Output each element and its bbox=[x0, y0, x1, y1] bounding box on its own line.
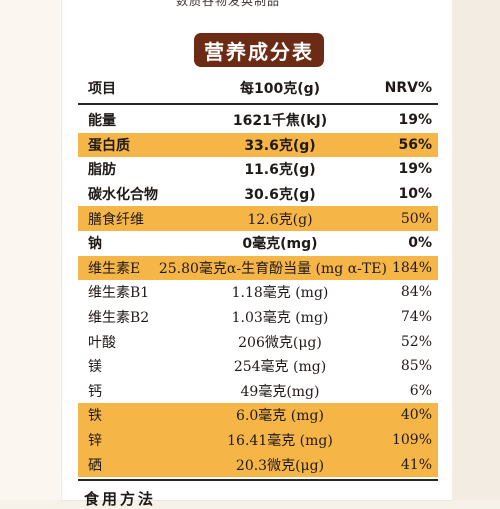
right-margin-background bbox=[452, 0, 500, 500]
nutrient-name: 维生素E bbox=[88, 260, 141, 277]
nutrient-name: 蛋白质 bbox=[88, 137, 130, 154]
nutrient-nrv: 85% bbox=[400, 358, 432, 375]
nutrient-name: 钠 bbox=[88, 236, 102, 253]
nutrient-name: 脂肪 bbox=[88, 162, 116, 179]
table-row: 叶酸 206微克(μg) 52% bbox=[78, 329, 438, 354]
nutrient-value: 33.6克(g) bbox=[244, 137, 316, 154]
table-row: 锌 16.41毫克 (mg) 109% bbox=[78, 427, 438, 453]
nutrient-name: 能量 bbox=[88, 113, 116, 130]
nutrient-name: 钙 bbox=[88, 383, 102, 400]
nutrient-value: 1.03毫克 (mg) bbox=[231, 310, 329, 327]
nutrient-nrv: 40% bbox=[400, 407, 432, 424]
left-margin-background bbox=[0, 0, 62, 500]
table-row: 镁 254毫克 (mg) 85% bbox=[78, 354, 438, 379]
nutrient-nrv: 6% bbox=[409, 382, 432, 399]
nutrition-table-title: 营养成分表 bbox=[194, 33, 324, 67]
header-per100g: 每100克(g) bbox=[239, 81, 321, 97]
cut-off-section-heading: 食用方法 bbox=[84, 490, 157, 508]
nutrition-table: 能量 1621千焦(kJ) 19% 蛋白质 33.6克(g) 56% 脂肪 11.6克(g) 1… bbox=[78, 108, 438, 477]
nutrient-name: 维生素B1 bbox=[88, 285, 150, 302]
nutrient-value: 49毫克(mg) bbox=[240, 383, 320, 400]
nutrient-value: 20.3微克(μg) bbox=[235, 457, 325, 474]
table-row: 膳食纤维 12.6克(g) 50% bbox=[78, 206, 438, 231]
table-row: 钠 0毫克(mg) 0% bbox=[78, 231, 438, 256]
nutrient-name: 铁 bbox=[88, 408, 102, 425]
nutrient-name: 叶酸 bbox=[88, 334, 116, 351]
nutrient-value: 30.6克(g) bbox=[244, 187, 316, 204]
table-row: 碳水化合物 30.6克(g) 10% bbox=[78, 182, 438, 207]
nutrient-nrv: 10% bbox=[398, 186, 432, 203]
nutrient-value: 254毫克 (mg) bbox=[233, 359, 327, 376]
nutrient-value: 16.41毫克 (mg) bbox=[227, 433, 333, 450]
nutrient-nrv: 50% bbox=[400, 210, 432, 227]
table-row: 维生素B2 1.03毫克 (mg) 74% bbox=[78, 305, 438, 330]
nutrient-value: 6.0毫克 (mg) bbox=[236, 408, 324, 425]
nutrient-name: 膳食纤维 bbox=[88, 211, 144, 228]
nutrient-value: 206微克(μg) bbox=[238, 334, 322, 351]
nutrient-nrv: 19% bbox=[398, 161, 432, 178]
nutrient-name: 镁 bbox=[88, 359, 102, 376]
table-row: 脂肪 11.6克(g) 19% bbox=[78, 157, 438, 182]
nutrient-nrv: 109% bbox=[391, 432, 432, 449]
table-row: 硒 20.3微克(μg) 41% bbox=[78, 452, 438, 477]
header-nrv: NRV% bbox=[384, 80, 432, 96]
nutrient-nrv: 19% bbox=[398, 112, 432, 129]
nutrient-nrv: 0% bbox=[408, 235, 432, 252]
header-item: 项目 bbox=[88, 81, 116, 97]
table-row: 能量 1621千焦(kJ) 19% bbox=[78, 108, 438, 133]
table-row: 钙 49毫克(mg) 6% bbox=[78, 379, 438, 404]
nutrient-value: 25.80毫克α-生育酚当量 (mg α-TE) bbox=[158, 260, 387, 277]
nutrient-nrv: 184% bbox=[391, 259, 432, 276]
nutrient-nrv: 84% bbox=[400, 284, 432, 301]
nutrient-name: 碳水化合物 bbox=[88, 187, 158, 204]
cut-off-subtitle: 数质谷物发奂制品 bbox=[175, 0, 280, 8]
nutrient-nrv: 52% bbox=[400, 333, 432, 350]
nutrient-value: 0毫克(mg) bbox=[242, 236, 318, 253]
nutrient-name: 硒 bbox=[88, 457, 102, 474]
nutrient-nrv: 56% bbox=[398, 136, 432, 153]
header-divider bbox=[78, 103, 438, 105]
table-row: 维生素B1 1.18毫克 (mg) 84% bbox=[78, 280, 438, 305]
nutrient-value: 11.6克(g) bbox=[244, 162, 316, 179]
nutrient-name: 维生素B2 bbox=[88, 310, 150, 327]
nutrient-nrv: 41% bbox=[400, 456, 432, 473]
nutrient-value: 12.6克(g) bbox=[247, 211, 313, 228]
nutrient-nrv: 74% bbox=[400, 309, 432, 326]
table-row: 铁 6.0毫克 (mg) 40% bbox=[78, 403, 438, 428]
table-header: 项目 每100克(g) NRV% bbox=[78, 75, 438, 101]
nutrient-name: 锌 bbox=[88, 433, 102, 450]
nutrient-value: 1621千焦(kJ) bbox=[232, 113, 328, 130]
table-row: 维生素E 25.80毫克α-生育酚当量 (mg α-TE) 184% bbox=[78, 255, 438, 281]
table-bottom-divider bbox=[78, 479, 438, 481]
nutrient-value: 1.18毫克 (mg) bbox=[231, 285, 329, 302]
table-row: 蛋白质 33.6克(g) 56% bbox=[78, 132, 438, 158]
